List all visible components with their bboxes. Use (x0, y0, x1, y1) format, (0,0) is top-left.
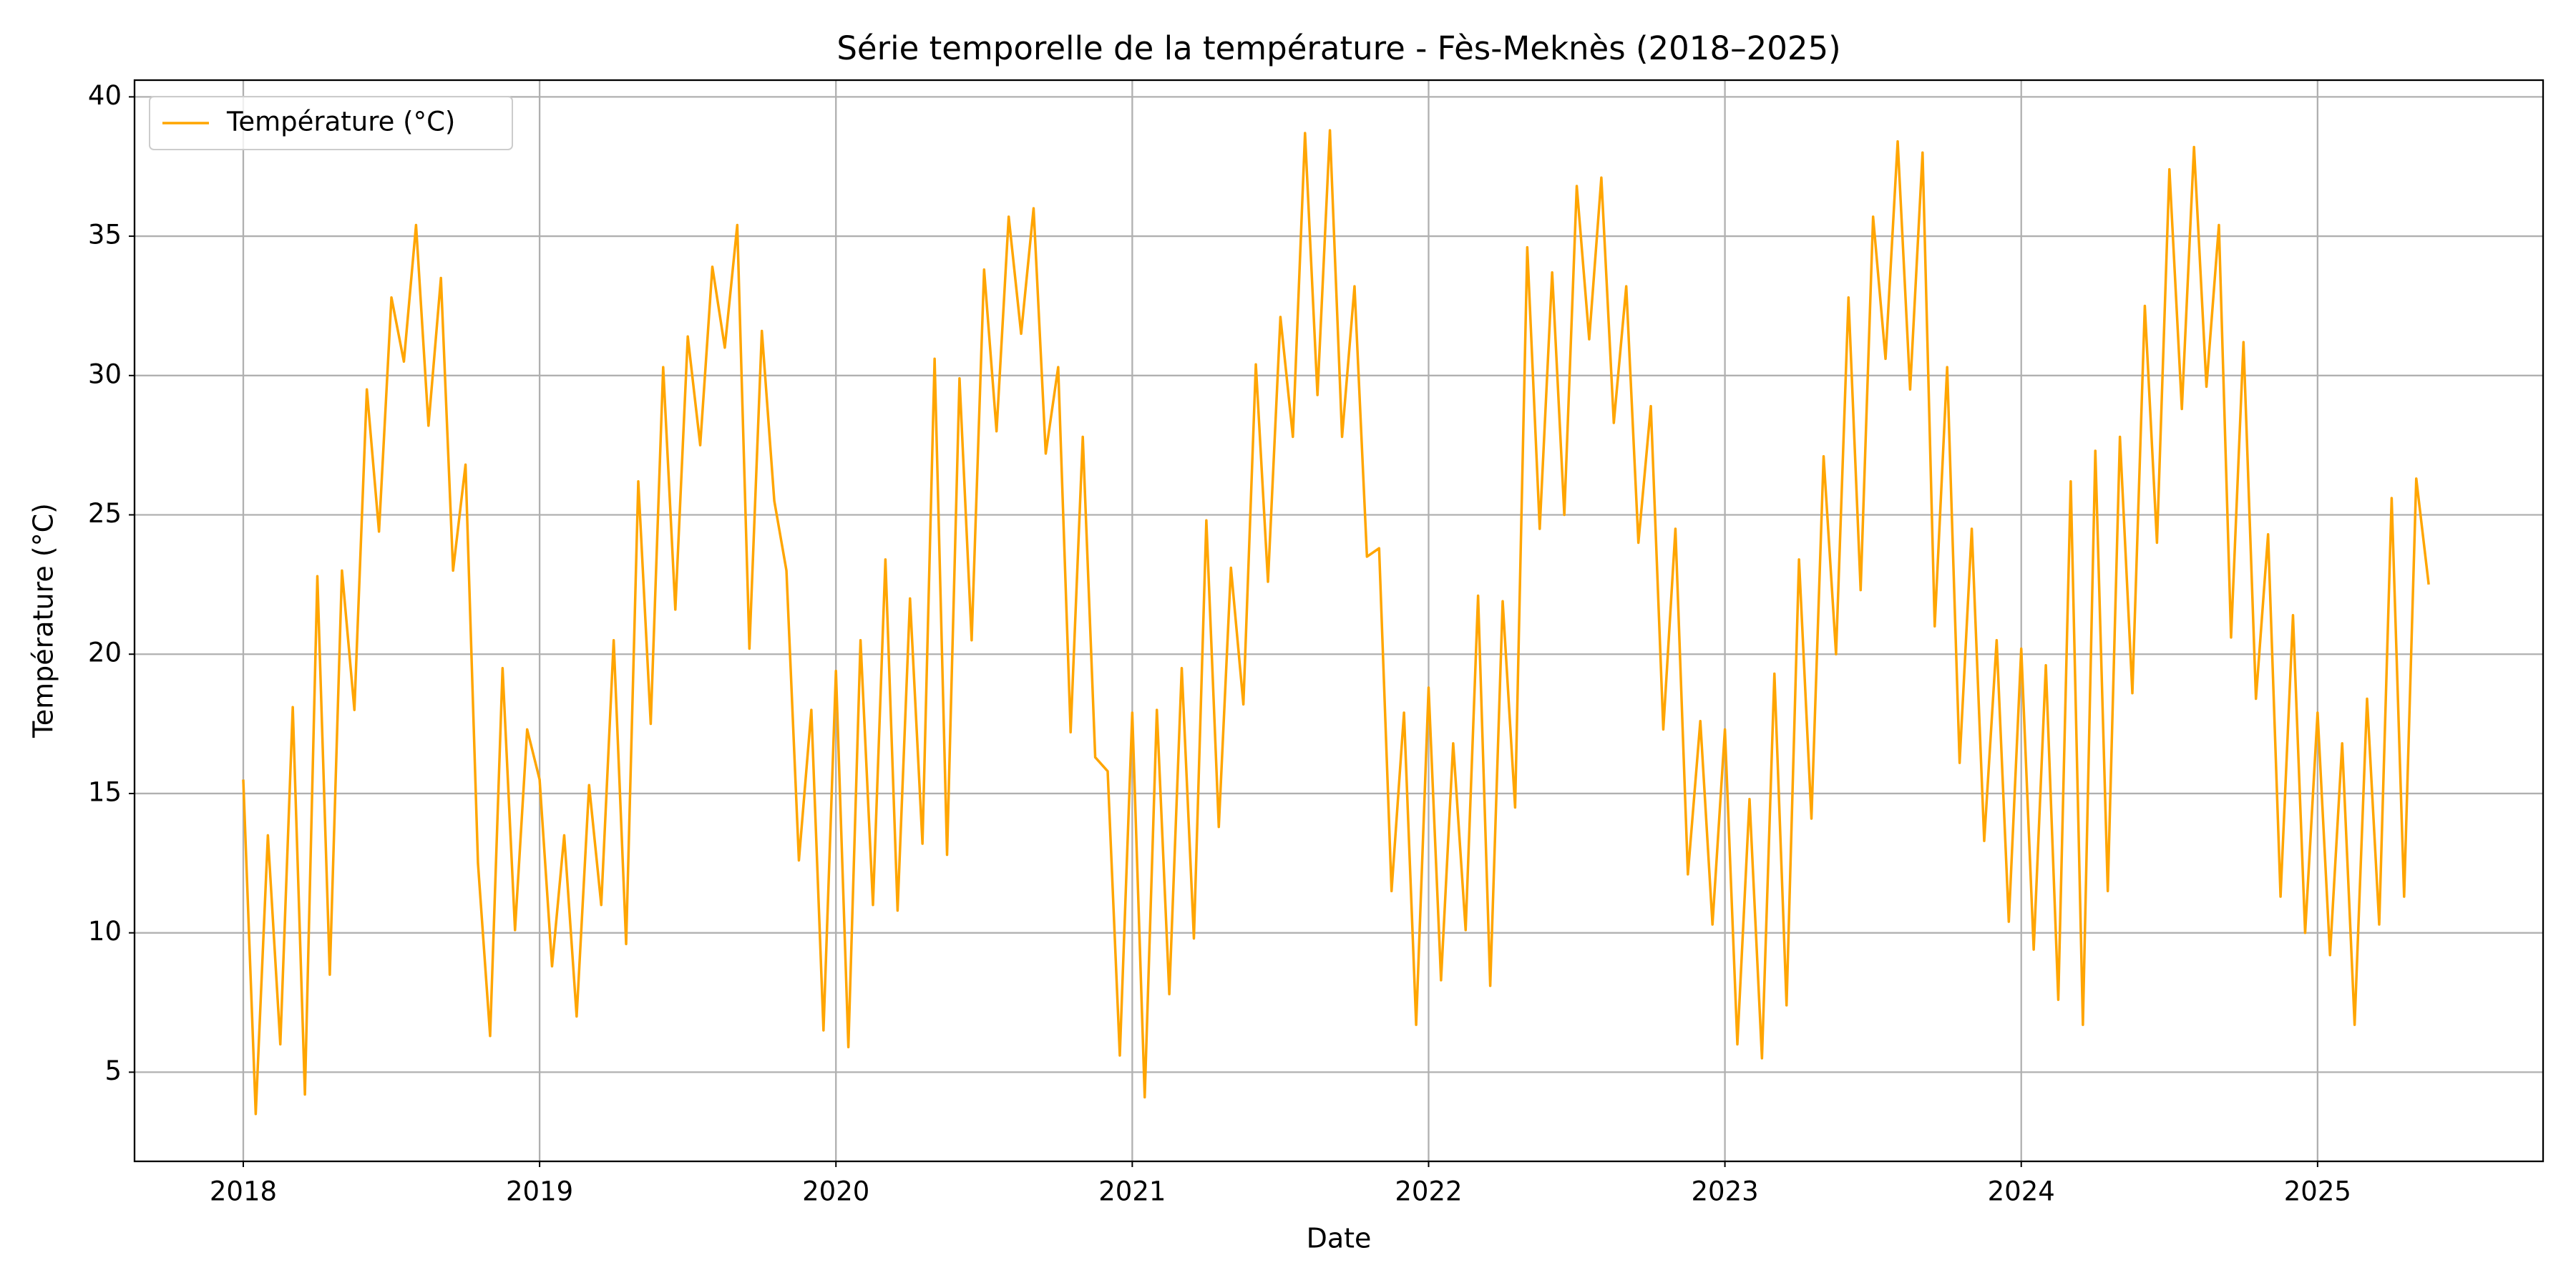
y-tick-label: 40 (88, 80, 122, 111)
plot-frame (133, 79, 2545, 1163)
legend-label: Température (°C) (226, 107, 455, 137)
x-tick-label: 2023 (1692, 1176, 1759, 1207)
x-axis-label: Date (1307, 1223, 1372, 1254)
chart-title: Série temporelle de la température - Fès… (836, 29, 1840, 67)
legend: Température (°C) (149, 96, 513, 150)
y-tick-label: 35 (88, 220, 122, 250)
x-tick-label: 2019 (506, 1176, 573, 1207)
x-tick-label: 2022 (1395, 1176, 1462, 1207)
y-tick-label: 5 (104, 1055, 122, 1086)
temperature-line (242, 129, 2430, 1116)
x-tick-label: 2024 (1988, 1176, 2055, 1207)
x-tick-label: 2018 (210, 1176, 277, 1207)
x-tick-label: 2021 (1098, 1176, 1166, 1207)
y-tick-label: 20 (88, 638, 122, 668)
x-tick-label: 2025 (2284, 1176, 2351, 1207)
x-tick-label: 2020 (802, 1176, 869, 1207)
y-tick-label: 30 (88, 358, 122, 389)
legend-box (149, 96, 513, 150)
y-axis-label: Température (°C) (28, 503, 59, 738)
y-tick-label: 10 (88, 916, 122, 947)
y-tick-label: 15 (88, 776, 122, 807)
y-tick-label: 25 (88, 498, 122, 529)
